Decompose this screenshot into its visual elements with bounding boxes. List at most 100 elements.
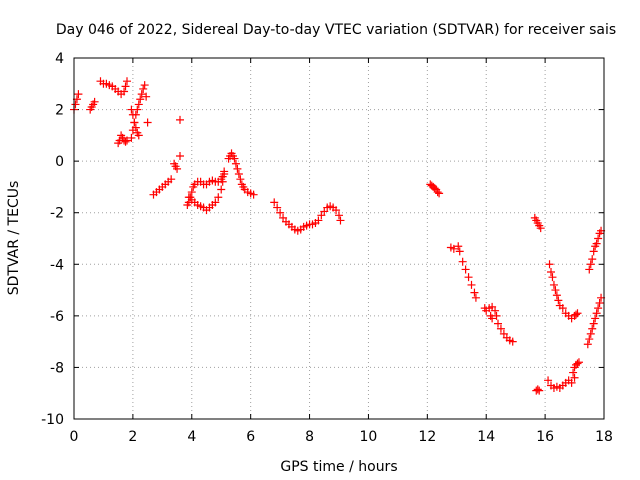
data-point (547, 268, 555, 277)
data-point (435, 189, 444, 198)
y-tick-label: 0 (55, 154, 64, 170)
data-point (433, 188, 442, 197)
data-point (488, 314, 497, 323)
data-point (583, 340, 592, 349)
data-point (458, 257, 467, 266)
data-point (496, 324, 505, 333)
series-seg12 (184, 170, 229, 215)
x-tick-label: 0 (70, 429, 79, 445)
data-point (572, 310, 581, 319)
series-seg13 (224, 149, 258, 199)
data-point (167, 175, 176, 184)
data-point (120, 87, 129, 96)
data-point (130, 118, 139, 127)
series-seg20 (530, 213, 545, 233)
x-tick-label: 10 (360, 429, 378, 445)
data-point (567, 378, 576, 387)
data-point (588, 255, 597, 264)
data-point (314, 216, 323, 225)
series-seg24 (569, 358, 583, 377)
data-point (471, 293, 480, 302)
data-point (586, 329, 595, 338)
series-seg19 (486, 311, 497, 323)
data-point (508, 337, 517, 346)
data-point (71, 100, 80, 109)
data-point (187, 188, 196, 197)
y-tick-label: 2 (55, 103, 64, 119)
axis-ticks: 0 2 4 6 8 10 12 14 16 18 -10 -8 -6 -4 -2 0 2 4 (41, 51, 613, 445)
y-tick-label: -10 (41, 412, 64, 428)
x-tick-label: 16 (536, 429, 554, 445)
y-tick-label: -4 (50, 257, 64, 273)
data-point (574, 358, 583, 367)
data-point (595, 298, 604, 307)
series-seg03 (96, 77, 131, 99)
data-point (121, 82, 130, 91)
data-point (588, 324, 597, 333)
data-point (558, 304, 567, 313)
data-point (134, 131, 143, 140)
data-point (589, 247, 598, 256)
data-point (123, 136, 131, 145)
data-point (585, 335, 594, 344)
data-point (140, 81, 149, 90)
data-point (594, 234, 603, 243)
data-point (231, 159, 240, 168)
data-point (127, 105, 136, 114)
data-point (121, 137, 130, 146)
y-tick-label: -6 (50, 309, 64, 325)
series-seg06 (127, 105, 143, 140)
data-point (127, 133, 136, 142)
series-seg23 (545, 260, 582, 323)
y-axis-label: SDTVAR / TECUs (6, 181, 22, 296)
data-point (536, 224, 545, 233)
data-point (535, 386, 544, 395)
gridlines (74, 58, 604, 419)
data-point (220, 170, 229, 179)
x-tick-label: 12 (418, 429, 436, 445)
series-seg22 (544, 373, 579, 393)
data-point (544, 376, 553, 385)
series-seg21 (532, 385, 544, 395)
data-point (454, 242, 463, 251)
data-point (467, 280, 476, 289)
data-point (176, 151, 184, 160)
data-point (234, 170, 243, 179)
series-seg09 (176, 115, 184, 124)
x-tick-label: 2 (128, 429, 137, 445)
data-point (549, 280, 558, 289)
data-point (551, 286, 560, 295)
data-point (573, 359, 582, 368)
data-point (464, 273, 473, 282)
data-point (273, 203, 282, 212)
data-point (554, 296, 563, 305)
data-point (455, 247, 464, 256)
data-point (233, 164, 242, 173)
series-seg08 (170, 159, 182, 173)
series-seg04 (114, 131, 131, 148)
series-seg16 (446, 243, 458, 253)
data-point (585, 265, 594, 274)
data-point (591, 314, 600, 323)
data-point (136, 95, 145, 104)
data-point (573, 309, 582, 318)
data-point (230, 154, 239, 163)
data-point (449, 244, 458, 253)
x-tick-label: 6 (246, 429, 255, 445)
data-point (173, 164, 182, 173)
data-point (214, 193, 223, 202)
data-point (131, 123, 140, 132)
data-point (176, 115, 184, 124)
data-point (552, 291, 561, 300)
data-point (128, 110, 137, 119)
data-point (592, 309, 601, 318)
x-tick-label: 8 (305, 429, 314, 445)
series-seg14 (270, 198, 345, 235)
data-point (494, 319, 502, 328)
series-seg10 (176, 151, 184, 160)
x-axis-label: GPS time / hours (280, 459, 397, 475)
series-seg02 (86, 97, 99, 114)
x-tick-label: 18 (595, 429, 613, 445)
